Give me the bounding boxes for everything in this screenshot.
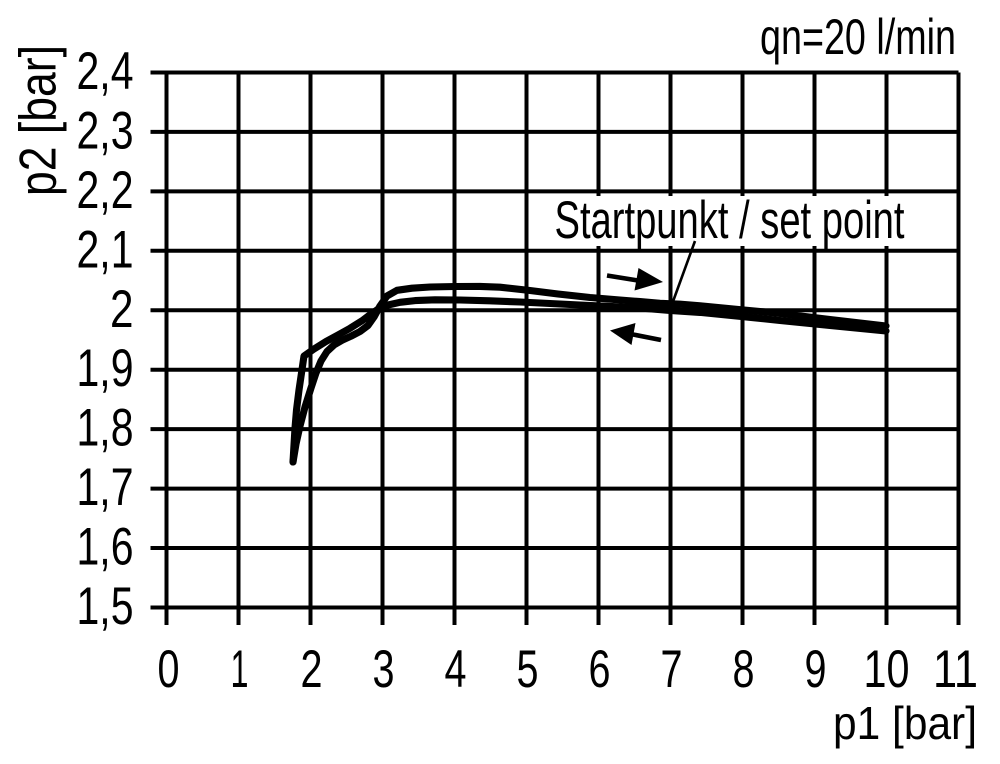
svg-text:2,4: 2,4 <box>77 42 134 101</box>
svg-text:1,7: 1,7 <box>77 458 134 517</box>
svg-text:7: 7 <box>661 640 683 699</box>
svg-text:1,5: 1,5 <box>77 577 134 636</box>
svg-text:10: 10 <box>864 640 910 699</box>
svg-text:11: 11 <box>933 640 978 699</box>
svg-text:9: 9 <box>805 640 827 699</box>
svg-text:3: 3 <box>373 640 395 699</box>
svg-text:2: 2 <box>110 280 134 339</box>
svg-text:1,6: 1,6 <box>77 518 134 577</box>
svg-text:p1 [bar]: p1 [bar] <box>833 697 977 749</box>
svg-text:4: 4 <box>445 640 467 699</box>
svg-text:8: 8 <box>733 640 755 699</box>
svg-text:2,1: 2,1 <box>77 220 134 279</box>
svg-text:2,3: 2,3 <box>77 101 134 160</box>
svg-text:5: 5 <box>517 640 539 699</box>
svg-text:qn=20 l/min: qn=20 l/min <box>760 9 956 65</box>
svg-text:0: 0 <box>158 640 180 699</box>
svg-text:1: 1 <box>231 640 249 699</box>
svg-text:1,9: 1,9 <box>77 339 134 398</box>
svg-text:p2 [bar]: p2 [bar] <box>10 45 68 196</box>
svg-text:2: 2 <box>301 640 323 699</box>
svg-text:6: 6 <box>589 640 611 699</box>
svg-text:2,2: 2,2 <box>77 161 134 220</box>
svg-text:1,8: 1,8 <box>77 399 134 458</box>
svg-text:Startpunkt / set point: Startpunkt / set point <box>555 191 905 250</box>
